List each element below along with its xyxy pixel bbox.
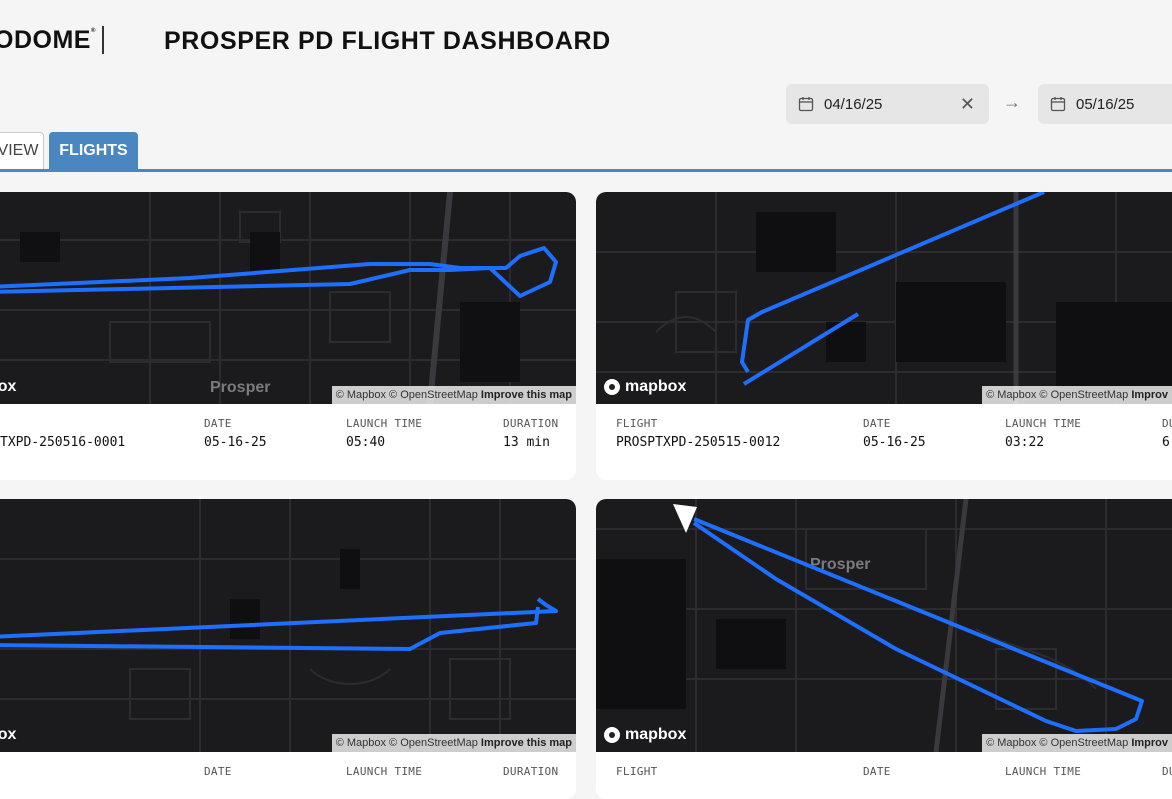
- flight-card[interactable]: mapbox © Mapbox © OpenStreetMap Improv F…: [596, 192, 1172, 480]
- launch-time-label: LAUNCH TIME: [1005, 417, 1082, 430]
- end-date-picker[interactable]: 05/16/25: [1038, 84, 1172, 124]
- mapbox-logo[interactable]: mapbox: [604, 378, 686, 396]
- duration-label: DURATION: [503, 765, 559, 778]
- tab-flights[interactable]: FLIGHTS: [49, 132, 138, 169]
- flight-label: FLIGHT: [616, 765, 658, 778]
- flight-path: [692, 517, 1144, 733]
- map-place-label: Prosper: [810, 556, 870, 573]
- mapbox-logo[interactable]: mapbox: [604, 726, 686, 744]
- flight-id: TXPD-250516-0001: [0, 435, 126, 450]
- flight-path: [742, 312, 860, 386]
- flight-date: 05-16-25: [204, 435, 267, 450]
- flight-card[interactable]: Prosper mapbox © Mapbox © OpenStreetMap …: [596, 499, 1172, 799]
- launch-time-label: LAUNCH TIME: [346, 765, 423, 778]
- flight-info: FLIGHT DATE LAUNCH TIME DU: [596, 765, 1172, 799]
- launch-time-label: LAUNCH TIME: [346, 417, 423, 430]
- start-date-value: 04/16/25: [824, 95, 883, 113]
- flight-launch-time: 03:22: [1005, 435, 1045, 450]
- launch-time-label: LAUNCH TIME: [1005, 765, 1082, 778]
- tab-overview[interactable]: VIEW: [0, 132, 44, 169]
- map-place-label: Prosper: [210, 379, 270, 396]
- calendar-icon: [798, 97, 814, 112]
- logo-divider: [102, 26, 104, 54]
- flight-map[interactable]: mapbox © Mapbox © OpenStreetMap Improv: [596, 192, 1172, 404]
- mapbox-logo[interactable]: box: [0, 726, 17, 743]
- flight-path: [0, 606, 540, 651]
- flight-duration: 6: [1162, 435, 1170, 450]
- date-range-arrow-icon: →: [1003, 92, 1021, 112]
- date-label: DATE: [863, 417, 891, 430]
- flight-duration: 13 min: [503, 435, 550, 450]
- map-attribution[interactable]: © Mapbox © OpenStreetMap Improv: [982, 386, 1172, 404]
- flight-path: [0, 246, 558, 298]
- mapbox-icon: [604, 379, 620, 395]
- flight-info: DATE LAUNCH TIME DURATION: [0, 765, 576, 799]
- page-title: PROSPER PD FLIGHT DASHBOARD: [164, 27, 611, 55]
- flight-path: [0, 597, 558, 639]
- flight-card[interactable]: box © Mapbox © OpenStreetMap Improve thi…: [0, 499, 576, 799]
- flight-date: 05-16-25: [863, 435, 926, 450]
- flight-map[interactable]: box © Mapbox © OpenStreetMap Improve thi…: [0, 499, 576, 752]
- flight-id: PROSPTXPD-250515-0012: [616, 435, 781, 450]
- mapbox-icon: [604, 727, 620, 743]
- duration-label: DU: [1162, 765, 1172, 778]
- flight-info: FLIGHT PROSPTXPD-250515-0012 DATE 05-16-25…: [596, 417, 1172, 469]
- flight-path: [740, 192, 1045, 374]
- date-label: DATE: [863, 765, 891, 778]
- date-label: DATE: [204, 765, 232, 778]
- mapbox-logo[interactable]: box: [0, 378, 17, 395]
- flight-card[interactable]: Prosper box © Mapbox © OpenStreetMap Imp…: [0, 192, 576, 480]
- flight-map[interactable]: Prosper box © Mapbox © OpenStreetMap Imp…: [0, 192, 576, 404]
- end-date-value: 05/16/25: [1076, 95, 1135, 113]
- header: ODOME® PROSPER PD FLIGHT DASHBOARD: [0, 0, 1172, 80]
- flight-info: TXPD-250516-0001 DATE 05-16-25 LAUNCH TIM…: [0, 417, 576, 469]
- clear-date-icon[interactable]: ✕: [959, 94, 975, 114]
- duration-label: DU: [1162, 417, 1172, 430]
- duration-label: DURATION: [503, 417, 559, 430]
- map-attribution[interactable]: © Mapbox © OpenStreetMap Improve this ma…: [331, 386, 576, 404]
- calendar-icon: [1050, 97, 1066, 112]
- start-date-picker[interactable]: 04/16/25 ✕: [786, 84, 989, 124]
- brand-logo[interactable]: ODOME®: [0, 26, 96, 54]
- tab-underline: [0, 169, 1172, 172]
- flight-launch-time: 05:40: [346, 435, 386, 450]
- map-attribution[interactable]: © Mapbox © OpenStreetMap Improve this ma…: [331, 734, 576, 752]
- flight-map[interactable]: Prosper mapbox © Mapbox © OpenStreetMap …: [596, 499, 1172, 752]
- drone-marker-icon[interactable]: [673, 504, 697, 533]
- flight-label: FLIGHT: [616, 417, 658, 430]
- date-label: DATE: [204, 417, 232, 430]
- map-attribution[interactable]: © Mapbox © OpenStreetMap Improv: [982, 734, 1172, 752]
